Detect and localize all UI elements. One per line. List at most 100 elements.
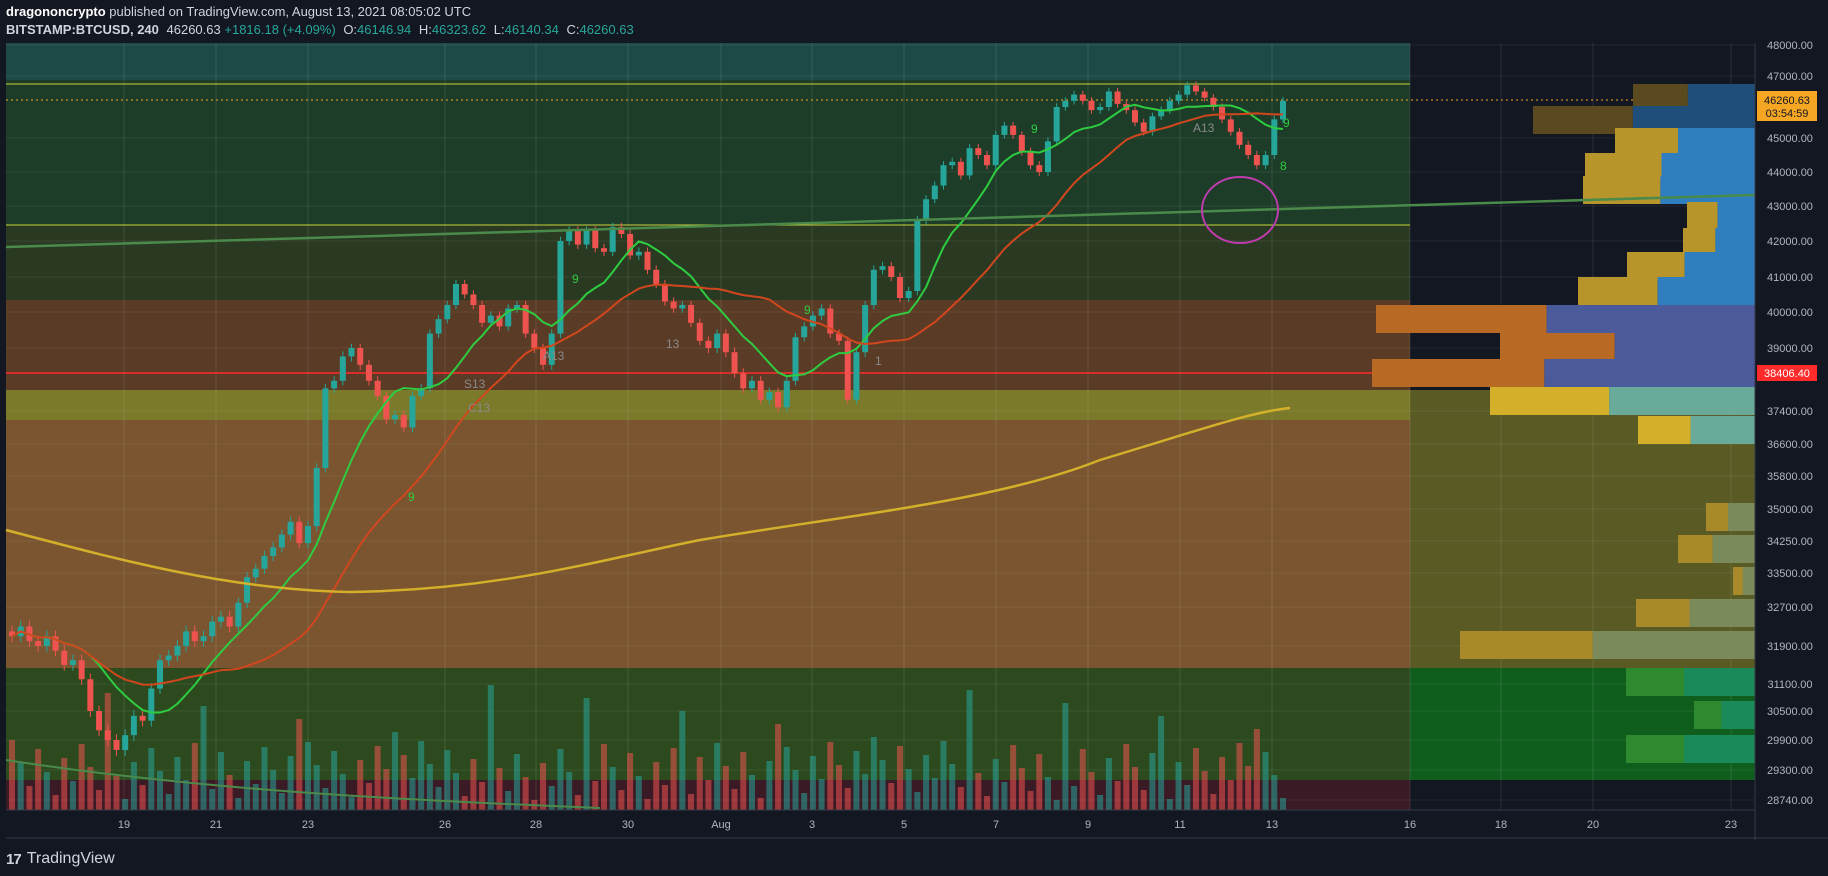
volume-bar-120	[1053, 800, 1060, 810]
candle-body-122	[1071, 94, 1078, 101]
time-tick-4: 28	[530, 819, 542, 831]
volume-bar-81	[714, 743, 721, 810]
last-price-badge-text: 46260.63	[1764, 95, 1810, 107]
volume-bar-56	[496, 768, 503, 810]
symbol-name[interactable]: BITSTAMP:BTCUSD, 240	[6, 22, 159, 37]
candle-body-9	[87, 679, 94, 711]
zone-1	[6, 80, 1410, 225]
candle-body-106	[931, 185, 938, 200]
candle-body-52	[461, 284, 468, 295]
volume-bar-77	[679, 711, 686, 810]
time-tick-15: 20	[1587, 819, 1599, 831]
volume-bar-52	[461, 796, 468, 810]
candle-body-66	[583, 230, 590, 245]
volume-bar-46	[409, 778, 416, 810]
candle-body-142	[1245, 144, 1252, 155]
volume-bar-68	[600, 744, 607, 810]
author-name[interactable]: dragononcrypto	[6, 4, 106, 19]
candle-body-54	[479, 305, 486, 323]
candle-body-68	[600, 248, 607, 252]
volume-bar-72	[635, 776, 642, 810]
time-tick-12: 13	[1266, 819, 1278, 831]
volume-bar-101	[888, 783, 895, 810]
candle-body-31	[278, 534, 285, 548]
volume-bar-36	[322, 788, 329, 810]
vp-bar-left-21	[1626, 735, 1685, 763]
candle-body-111	[975, 148, 982, 155]
vp-bar-left-12	[1490, 387, 1610, 415]
candle-body-20	[183, 631, 190, 646]
volume-bar-116	[1018, 768, 1025, 810]
candle-body-94	[827, 308, 834, 334]
vp-bar-left-9	[1376, 305, 1547, 333]
candle-body-21	[191, 631, 198, 642]
candle-body-58	[513, 305, 520, 309]
volume-bar-130	[1140, 790, 1147, 810]
volume-bar-33	[296, 719, 303, 810]
volume-bar-9	[87, 767, 94, 810]
vp-bar-left-10	[1500, 333, 1615, 361]
volume-bar-37	[331, 751, 338, 810]
volume-bar-5	[52, 795, 59, 810]
volume-bar-142	[1245, 766, 1252, 810]
last-price: 46260.63	[166, 22, 221, 37]
candle-body-19	[174, 646, 181, 656]
candle-body-143	[1253, 155, 1260, 166]
candle-body-16	[148, 688, 155, 721]
close-label: C:	[566, 22, 580, 37]
candle-body-38	[339, 356, 346, 381]
candle-body-36	[322, 388, 329, 468]
volume-bar-1	[17, 763, 24, 810]
vp-bar-right-5	[1717, 202, 1755, 230]
low-value: 46140.34	[504, 22, 559, 37]
volume-bar-82	[722, 766, 729, 810]
candle-body-75	[661, 284, 668, 302]
annotation-label-1: 9	[572, 272, 579, 286]
vp-bar-right-2	[1678, 128, 1755, 156]
volume-bar-73	[644, 799, 651, 810]
vp-bar-left-7	[1627, 252, 1685, 280]
vp-bar-right-18	[1592, 631, 1755, 659]
volume-bar-135	[1184, 785, 1191, 810]
volume-bar-43	[383, 769, 390, 810]
candle-body-127	[1114, 91, 1121, 104]
volume-bar-133	[1166, 799, 1173, 810]
volume-bar-137	[1201, 771, 1208, 810]
price-tick-18: 31100.00	[1767, 679, 1812, 691]
candle-body-25	[226, 616, 233, 627]
volume-bar-8	[78, 744, 85, 810]
annotation-label-10: 8	[1280, 159, 1287, 173]
volume-bar-34	[304, 742, 311, 810]
volume-bar-57	[505, 791, 512, 810]
volume-bar-45	[400, 755, 407, 810]
candle-body-24	[217, 616, 224, 622]
volume-bar-3	[35, 749, 42, 810]
price-tick-10: 37400.00	[1767, 406, 1813, 418]
vp-bar-left-16	[1733, 567, 1743, 595]
tradingview-footer[interactable]: 17 TradingView	[6, 850, 115, 868]
candle-body-73	[644, 251, 651, 270]
open-value: 46146.94	[357, 22, 412, 37]
candle-body-69	[609, 227, 616, 252]
volume-bar-106	[931, 778, 938, 810]
volume-bar-146	[1280, 798, 1286, 810]
volume-bar-93	[818, 779, 825, 810]
volume-bar-13	[122, 799, 129, 810]
volume-bar-40	[357, 760, 364, 810]
candle-body-30	[270, 547, 277, 556]
price-tick-22: 28740.00	[1767, 795, 1813, 807]
volume-bar-79	[696, 757, 703, 810]
open-label: O:	[343, 22, 358, 37]
candle-body-101	[888, 266, 895, 277]
volume-bar-59	[522, 777, 529, 810]
publish-header: dragononcrypto published on TradingView.…	[6, 4, 471, 19]
candle-body-83	[731, 352, 738, 374]
volume-bar-90	[792, 770, 799, 810]
vp-bar-left-6	[1683, 228, 1716, 256]
vp-bar-left-11	[1372, 359, 1545, 387]
candle-body-63	[557, 241, 564, 334]
candle-body-42	[374, 380, 381, 396]
vp-bar-right-12	[1609, 387, 1755, 415]
price-tick-17: 31900.00	[1767, 641, 1813, 653]
